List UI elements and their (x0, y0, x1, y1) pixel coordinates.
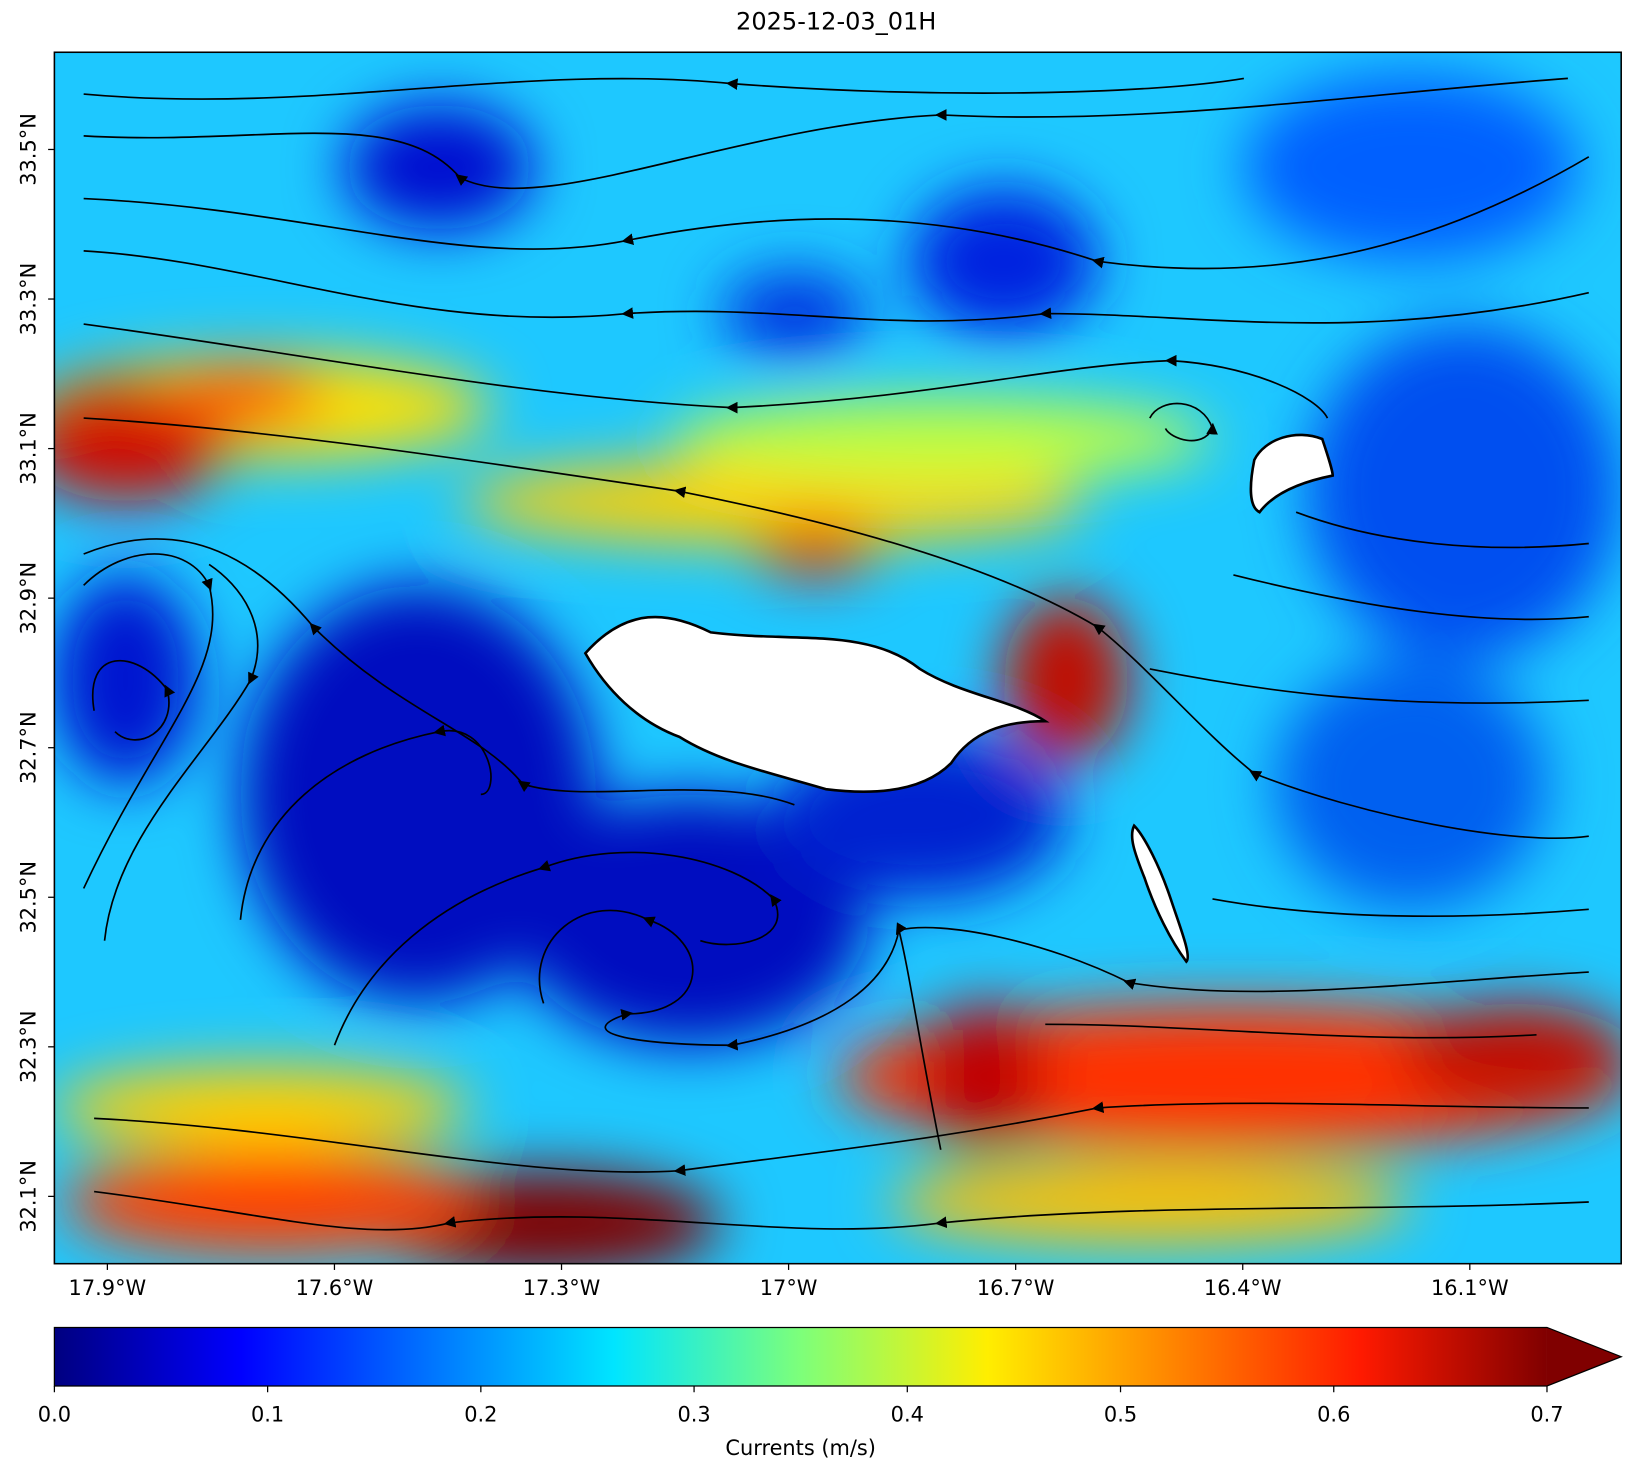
x-tick-label: 16.7°W (977, 1276, 1055, 1300)
colorbar-frame (53, 1326, 1623, 1387)
x-tick-label: 16.1°W (1431, 1276, 1509, 1300)
colorbar-tick-label: 0.2 (464, 1403, 497, 1427)
colorbar-tick-label: 0.0 (38, 1403, 71, 1427)
y-tick-label: 32.5°N (17, 861, 41, 934)
x-tick-label: 17°W (760, 1276, 818, 1300)
colorbar-tick-label: 0.7 (1530, 1403, 1563, 1427)
colorbar-extend (1546, 1327, 1622, 1386)
y-tick-label: 32.1°N (17, 1160, 41, 1233)
plot-frame (53, 51, 1622, 1265)
streamlines (82, 77, 1590, 1231)
y-tick-label: 32.7°N (17, 711, 41, 784)
colorbar-tick-label: 0.3 (677, 1403, 710, 1427)
x-tick-label: 17.6°W (296, 1276, 374, 1300)
x-tick-label: 16.4°W (1204, 1276, 1282, 1300)
y-tick-label: 32.3°N (17, 1011, 41, 1084)
colorbar-tick-label: 0.4 (891, 1403, 924, 1427)
y-tick-label: 33.5°N (17, 113, 41, 186)
y-tick-label: 32.9°N (17, 562, 41, 635)
colorbar-tick-label: 0.6 (1317, 1403, 1350, 1427)
chart-title: 2025-12-03_01H (736, 7, 936, 35)
current-field (54, 52, 1622, 1264)
colorbar-label: Currents (m/s) (725, 1436, 876, 1460)
y-tick-label: 33.1°N (17, 412, 41, 485)
x-tick-label: 17.9°W (69, 1276, 147, 1300)
x-tick-label: 17.3°W (523, 1276, 601, 1300)
colorbar-tick-label: 0.1 (251, 1403, 284, 1427)
colorbar (54, 1327, 1547, 1386)
colorbar-tick-label: 0.5 (1104, 1403, 1137, 1427)
y-tick-label: 33.3°N (17, 263, 41, 336)
